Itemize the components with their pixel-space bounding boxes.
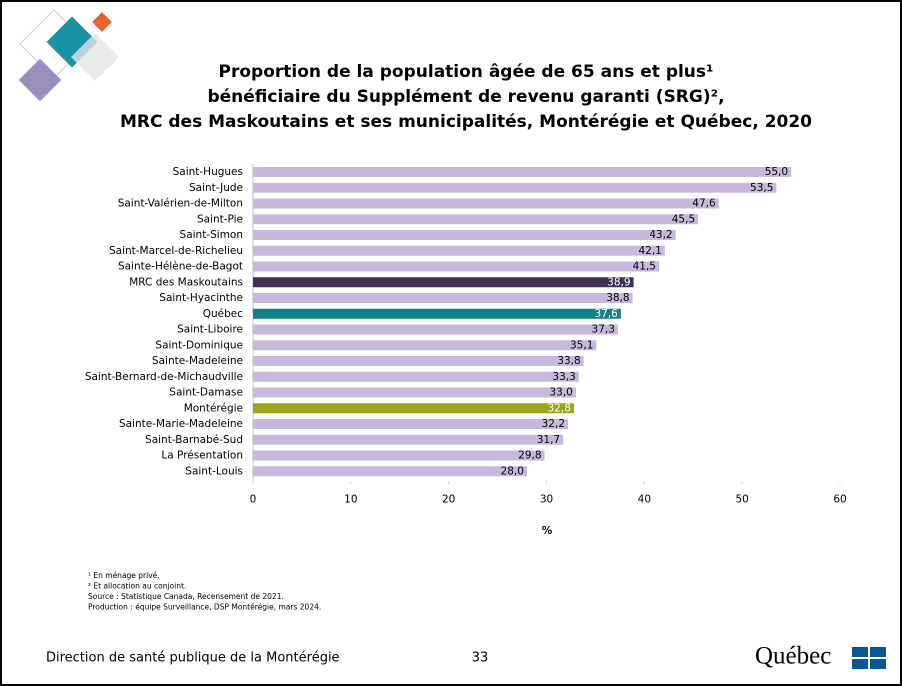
y-tick-label: Saint-Bernard-de-Michaudville [85,371,243,383]
x-tick-label: 10 [344,493,357,505]
bar [253,388,576,398]
bar [253,262,659,272]
y-tick-label: Saint-Jude [189,182,243,194]
value-label: 32,8 [548,402,571,414]
footnote: ² Et allocation au conjoint. [88,582,186,591]
y-tick-label: Saint-Dominique [155,339,243,351]
value-label: 35,1 [570,339,593,351]
value-label: 53,5 [750,182,773,194]
value-label: 37,3 [592,324,615,336]
value-label: 41,5 [633,261,656,273]
logo-text: Québec [755,643,831,670]
y-tick-label: La Présentation [161,450,243,462]
bar [253,277,634,287]
title-line: MRC des Maskoutains et ses municipalités… [120,112,812,132]
value-label: 55,0 [765,166,788,178]
bar [253,167,791,177]
y-tick-label: MRC des Maskoutains [129,276,243,288]
y-tick-label: Sainte-Marie-Madeleine [119,418,243,430]
y-tick-label: Saint-Valérien-de-Milton [118,198,243,210]
footnote: ¹ En ménage privé. [88,571,160,580]
bar [253,199,719,209]
x-tick-label: 60 [833,493,846,505]
y-tick-label: Saint-Marcel-de-Richelieu [109,245,243,257]
y-tick-label: Saint-Liboire [177,324,243,336]
value-label: 28,0 [501,465,524,477]
value-label: 38,9 [607,276,630,288]
value-label: 45,5 [672,213,695,225]
y-tick-label: Sainte-Hélène-de-Bagot [118,261,243,273]
slide: Proportion de la population âgée de 65 a… [0,0,902,686]
page-number: 33 [472,651,489,666]
bar [253,325,618,335]
value-label: 42,1 [638,245,661,257]
value-label: 33,8 [557,355,580,367]
bar [253,356,584,366]
bar [253,403,574,413]
value-label: 38,8 [606,292,629,304]
bar [253,419,568,429]
bar [253,451,545,461]
x-tick-label: 0 [250,493,257,505]
bar [253,340,596,350]
value-label: 47,6 [692,198,716,210]
value-label: 33,3 [552,371,575,383]
bar [253,372,579,382]
y-tick-label: Montérégie [184,402,243,414]
bar [253,214,698,224]
x-axis-label: % [542,525,553,537]
title-line: Proportion de la population âgée de 65 a… [219,62,714,82]
bar [253,183,776,193]
bar [253,466,527,476]
footnote: Production : équipe Surveillance, DSP Mo… [88,603,321,612]
y-tick-label: Saint-Hyacinthe [159,292,243,304]
x-tick-label: 40 [638,493,651,505]
value-label: 37,6 [594,308,618,320]
y-tick-label: Saint-Hugues [173,166,243,178]
y-tick-label: Saint-Simon [180,229,243,241]
y-tick-label: Saint-Pie [197,213,243,225]
y-tick-label: Québec [203,308,244,320]
bar [253,230,676,240]
value-label: 29,8 [518,450,541,462]
bar [253,246,665,256]
value-label: 32,2 [542,418,565,430]
bar [253,435,563,445]
value-label: 33,0 [549,387,572,399]
value-label: 43,2 [649,229,672,241]
y-tick-label: Saint-Barnabé-Sud [145,434,243,446]
x-tick-label: 30 [540,493,553,505]
footnote: Source : Statistique Canada, Recensement… [88,592,284,601]
title-line: bénéficiaire du Supplément de revenu gar… [207,87,724,107]
logo-flag [852,647,886,669]
footer-text: Direction de santé publique de la Montér… [46,651,340,666]
y-tick-label: Saint-Damase [169,387,243,399]
value-label: 31,7 [537,434,560,446]
x-tick-label: 20 [442,493,455,505]
x-tick-label: 50 [735,493,748,505]
y-tick-label: Sainte-Madeleine [152,355,243,367]
y-tick-label: Saint-Louis [185,465,243,477]
bar [253,293,633,303]
bar [253,309,621,319]
